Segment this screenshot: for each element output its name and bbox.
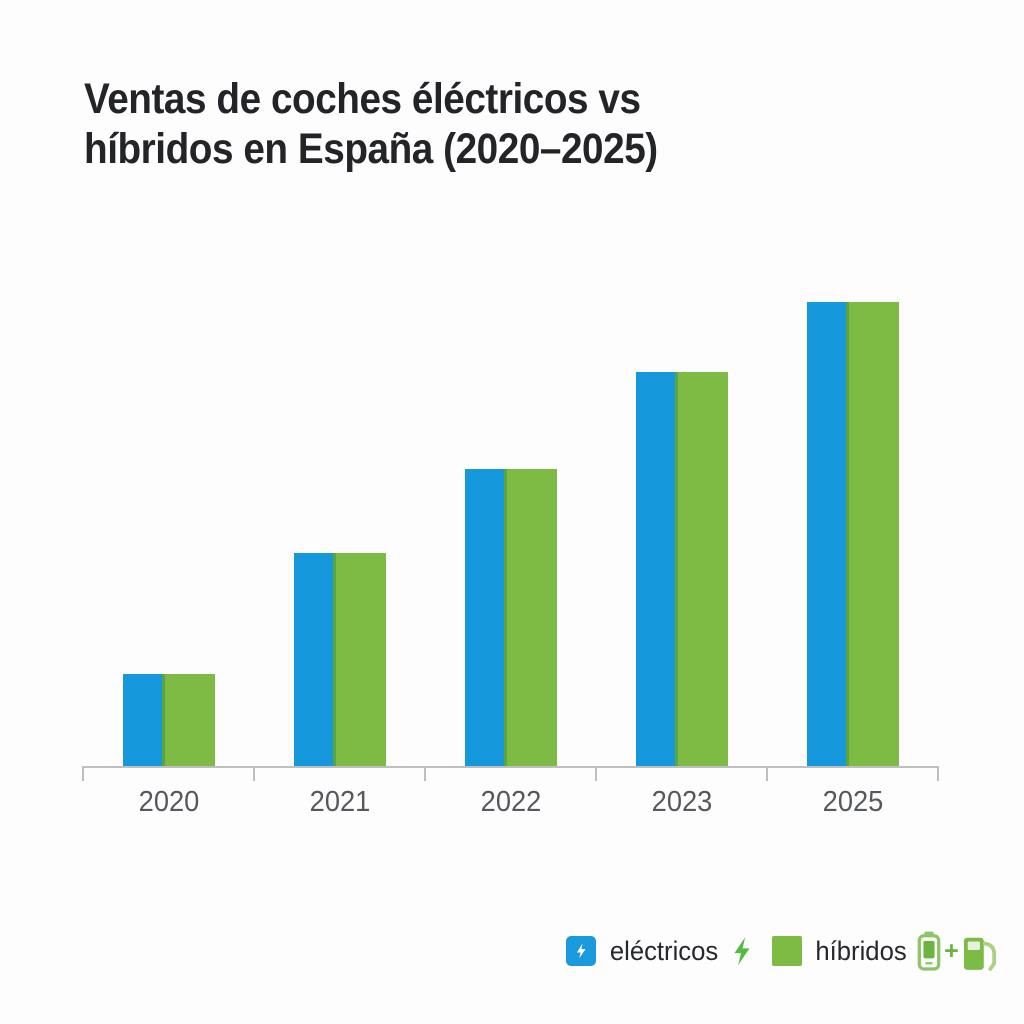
x-axis-tick <box>766 766 768 781</box>
x-axis-label-2023: 2023 <box>651 786 712 818</box>
bar-eléctricos-2020 <box>122 674 162 767</box>
bar-híbridos-2020 <box>161 674 215 767</box>
lightning-bolt-white-icon <box>576 943 586 959</box>
bar-híbridos-2025 <box>845 302 899 767</box>
x-axis-tick <box>937 766 939 781</box>
x-axis-label-2020: 2020 <box>138 786 199 818</box>
lightning-bolt-icon <box>729 936 755 966</box>
bar-eléctricos-2023 <box>635 371 675 767</box>
legend-label-hibridos: híbridos <box>815 935 907 966</box>
hibridos-swatch <box>772 936 802 966</box>
x-axis-tick <box>82 766 84 781</box>
bar-eléctricos-2021 <box>293 553 333 767</box>
plus-sign: + <box>944 936 959 965</box>
legend-label-electricos: eléctricos <box>609 935 719 966</box>
bar-híbridos-2023 <box>674 371 728 767</box>
x-axis-line <box>83 766 938 768</box>
x-axis-label-2022: 2022 <box>480 786 541 818</box>
battery-icon <box>917 931 941 971</box>
legend-item-hibridos: híbridos + <box>772 931 997 971</box>
chart-title-line1: Ventas de coches éléctricos vs <box>84 75 641 123</box>
x-axis-tick <box>595 766 597 781</box>
bar-eléctricos-2022 <box>464 469 504 767</box>
electricos-swatch <box>566 936 596 966</box>
x-axis-tick <box>253 766 255 781</box>
chart-title: Ventas de coches éléctricos vs híbridos … <box>84 74 804 174</box>
bar-híbridos-2021 <box>332 553 386 767</box>
x-axis-tick <box>424 766 426 781</box>
bar-eléctricos-2025 <box>806 302 846 767</box>
x-axis-label-2021: 2021 <box>309 786 370 818</box>
bar-híbridos-2022 <box>503 469 557 767</box>
fuel-pump-icon <box>963 931 997 971</box>
legend-item-electricos: eléctricos <box>566 933 755 969</box>
chart-title-line2: híbridos en España (2020–2025) <box>84 125 658 173</box>
x-axis-label-2025: 2025 <box>822 786 883 818</box>
